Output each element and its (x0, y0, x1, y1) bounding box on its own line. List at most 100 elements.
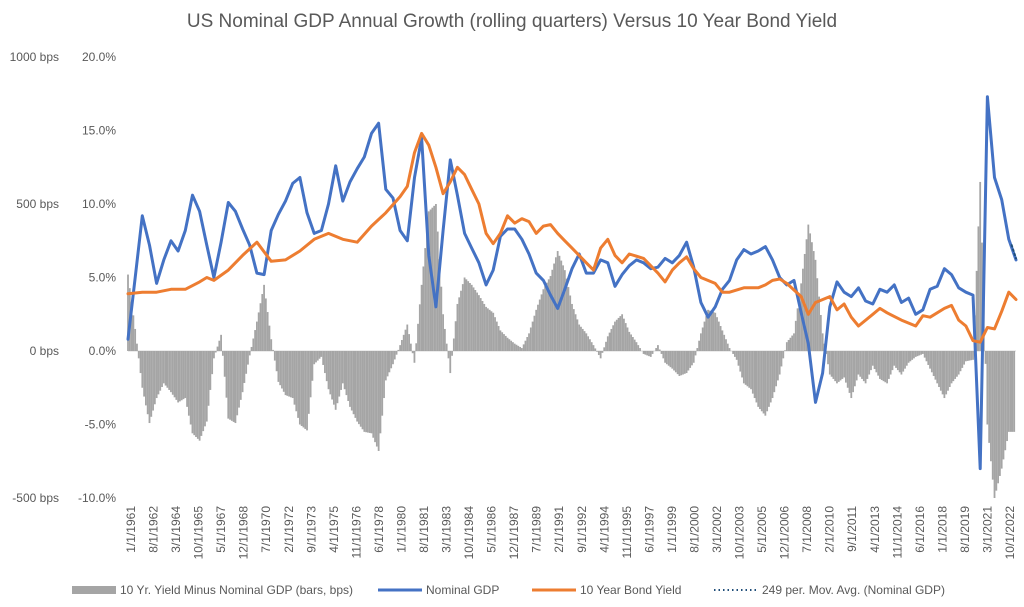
bar (633, 339, 636, 351)
bar (925, 351, 928, 362)
bar (816, 278, 819, 351)
bar (528, 333, 530, 351)
bar (442, 314, 444, 351)
right-tick-label: 5.0% (89, 271, 117, 285)
bar (440, 286, 443, 351)
bar (476, 292, 479, 351)
bar (728, 348, 731, 351)
bar (959, 351, 962, 372)
right-tick-label: -10.0% (78, 491, 116, 505)
bar (501, 332, 504, 351)
right-tick-label: 10.0% (82, 197, 116, 211)
x-tick-label: 2/1/2010 (823, 506, 837, 553)
bar (429, 209, 432, 351)
bar (384, 351, 387, 381)
bar (626, 327, 629, 351)
bar (871, 351, 874, 366)
legend-label: 10 Year Bond Yield (580, 583, 681, 597)
bar (456, 303, 459, 351)
line-series (126, 95, 1018, 471)
bar (408, 334, 410, 351)
bar (977, 226, 980, 351)
bar (811, 242, 813, 351)
x-axis: 1/1/1961 8/1/1962 3/1/1964 10/1/1965 5/1/196… (124, 506, 1017, 560)
bar (814, 259, 817, 351)
bar (782, 351, 785, 359)
bar (370, 351, 373, 434)
bar (494, 317, 496, 351)
bar (651, 351, 654, 354)
bar (852, 351, 854, 393)
bar (796, 308, 799, 351)
bar (927, 351, 930, 365)
bar (880, 351, 883, 381)
bar (1006, 351, 1008, 442)
bar (171, 351, 174, 395)
bar (691, 351, 693, 366)
bar (764, 351, 767, 416)
bar (413, 351, 416, 363)
bar (938, 351, 940, 388)
bar (264, 298, 267, 351)
bar (417, 323, 419, 351)
bar (334, 351, 337, 410)
bar (683, 351, 686, 374)
bar (705, 315, 708, 351)
bar (227, 351, 230, 419)
bar (234, 351, 237, 424)
bar (991, 351, 994, 480)
bar (597, 351, 600, 356)
bar (343, 351, 346, 390)
bar (576, 319, 579, 351)
bar (336, 351, 339, 404)
bar (692, 351, 695, 363)
bar (725, 339, 727, 351)
x-tick-label: 12/1/2006 (778, 506, 792, 560)
bar (324, 351, 326, 374)
bar (665, 351, 668, 365)
bar (619, 316, 622, 351)
bar (533, 315, 536, 351)
bar (578, 324, 581, 351)
bar (678, 351, 681, 376)
bar (855, 351, 858, 381)
bar (947, 351, 949, 391)
bar (229, 351, 231, 420)
bar (805, 239, 808, 351)
bar (762, 351, 765, 414)
bar (657, 345, 659, 351)
bar (658, 349, 661, 351)
bar (447, 351, 450, 359)
bar (368, 351, 371, 433)
bar (392, 351, 394, 365)
bar (519, 346, 521, 351)
bar (406, 324, 409, 351)
bar (841, 351, 844, 379)
bar (293, 351, 296, 405)
bar (404, 329, 407, 351)
x-tick-label: 8/1/1962 (147, 506, 161, 553)
bar (739, 351, 742, 372)
bar (703, 321, 706, 351)
bar (857, 351, 860, 375)
bar (452, 338, 455, 351)
bar (837, 351, 840, 382)
bar (918, 351, 921, 356)
bar (535, 309, 538, 351)
bar (488, 309, 491, 351)
bar (247, 351, 249, 365)
bar (630, 334, 632, 351)
bar (972, 351, 974, 360)
x-tick-label: 3/1/1964 (169, 506, 183, 553)
bar (313, 351, 316, 365)
right-tick-label: 0.0% (89, 344, 117, 358)
series-line-3 (1010, 244, 1017, 260)
bar (492, 312, 495, 351)
bar (180, 351, 183, 401)
x-tick-label: 11/1/2014 (890, 506, 904, 559)
bar (717, 321, 720, 351)
bar (900, 351, 903, 375)
bar (513, 343, 516, 351)
bar (615, 319, 618, 351)
x-tick-label: 11/1/1976 (349, 506, 363, 559)
